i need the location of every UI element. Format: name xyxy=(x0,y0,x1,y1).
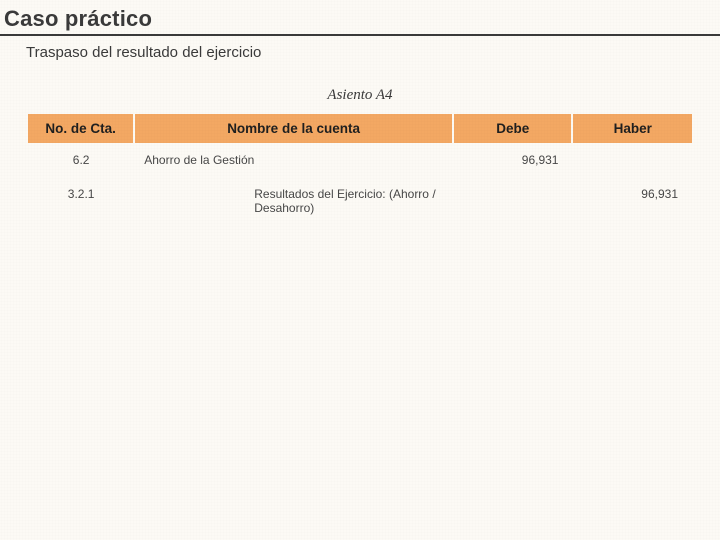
journal-table: No. de Cta. Nombre de la cuenta Debe Hab… xyxy=(28,114,692,225)
col-header-num: No. de Cta. xyxy=(28,114,134,143)
cell-acct-num: 3.2.1 xyxy=(28,177,134,225)
col-header-haber: Haber xyxy=(572,114,692,143)
col-header-name: Nombre de la cuenta xyxy=(134,114,453,143)
entry-label: Asiento A4 xyxy=(0,87,720,104)
page-title: Caso práctico xyxy=(0,0,720,36)
cell-acct-name: Resultados del Ejercicio: (Ahorro / Desa… xyxy=(134,177,453,225)
cell-debe xyxy=(453,177,573,225)
journal-table-wrap: No. de Cta. Nombre de la cuenta Debe Hab… xyxy=(0,114,720,225)
table-row: 3.2.1 Resultados del Ejercicio: (Ahorro … xyxy=(28,177,692,225)
page-subtitle: Traspaso del resultado del ejercicio xyxy=(0,36,720,61)
table-header-row: No. de Cta. Nombre de la cuenta Debe Hab… xyxy=(28,114,692,143)
cell-haber: 96,931 xyxy=(572,177,692,225)
col-header-debe: Debe xyxy=(453,114,573,143)
cell-acct-num: 6.2 xyxy=(28,143,134,177)
table-row: 6.2 Ahorro de la Gestión 96,931 xyxy=(28,143,692,177)
texture-overlay xyxy=(0,0,720,540)
cell-haber xyxy=(572,143,692,177)
cell-debe: 96,931 xyxy=(453,143,573,177)
cell-acct-name: Ahorro de la Gestión xyxy=(134,143,453,177)
